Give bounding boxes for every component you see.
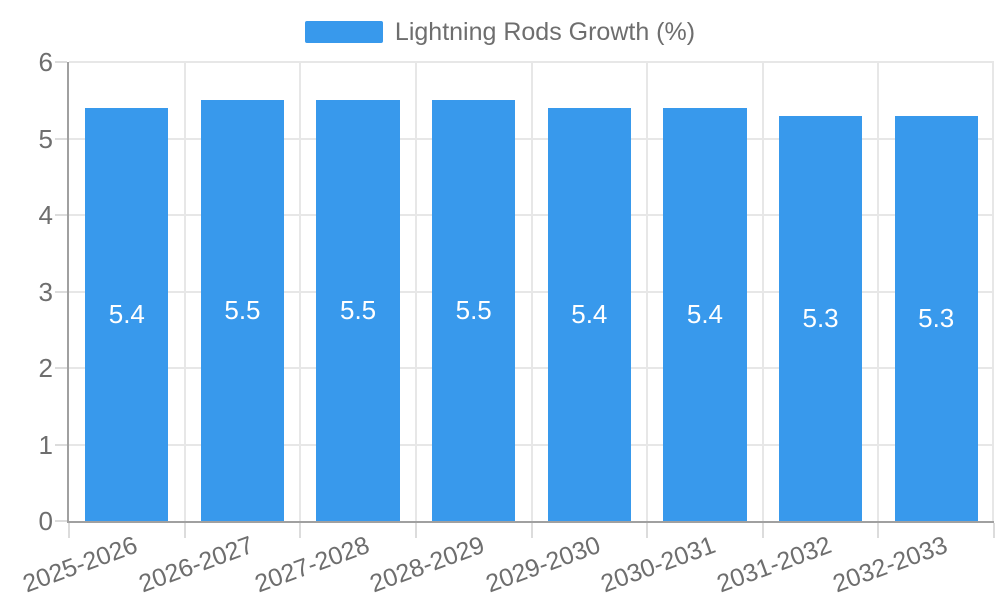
x-axis-tick-label: 2030-2031 (597, 531, 720, 599)
bar[interactable]: 5.5 (316, 100, 400, 521)
x-axis-tick-label: 2027-2028 (250, 531, 373, 599)
x-gridline (414, 62, 417, 521)
x-axis-tick-mark (761, 523, 764, 538)
bar-value-label: 5.3 (918, 302, 955, 333)
x-axis-tick-mark (530, 523, 533, 538)
x-axis-tick-label: 2026-2027 (135, 531, 258, 599)
y-axis-tick-label: 1 (38, 429, 53, 460)
bar-value-label: 5.3 (802, 302, 839, 333)
x-axis-tick-mark (646, 523, 649, 538)
x-gridline (299, 62, 302, 521)
bar[interactable]: 5.3 (894, 115, 978, 521)
plot-area: 5.4 5.5 5.5 5.5 5.4 5.4 5.3 5.3 (67, 61, 994, 523)
legend-swatch (304, 21, 383, 43)
bar-value-label: 5.5 (224, 295, 261, 326)
x-axis-tick-label: 2029-2030 (481, 531, 604, 599)
y-axis-tick-label: 3 (38, 276, 53, 307)
x-axis-tick-label: 2031-2032 (713, 531, 836, 599)
bar[interactable]: 5.3 (778, 115, 863, 521)
y-axis-tick-label: 6 (38, 47, 53, 77)
y-axis-tick-mark (55, 61, 67, 63)
x-axis-tick-mark (68, 523, 70, 538)
bar[interactable]: 5.5 (200, 100, 285, 521)
bar[interactable]: 5.4 (547, 107, 631, 521)
x-gridline (183, 62, 186, 521)
bar-value-label: 5.4 (686, 298, 724, 329)
y-axis-tick-mark (55, 367, 67, 369)
y-axis-tick-label: 0 (38, 506, 53, 536)
y-axis-tick-mark (55, 137, 67, 140)
x-axis-tick-mark (414, 523, 417, 538)
bar[interactable]: 5.5 (432, 100, 516, 521)
bar[interactable]: 5.4 (85, 107, 169, 521)
x-gridline (761, 62, 764, 521)
y-axis-tick-label: 5 (38, 123, 53, 154)
y-axis-tick-mark (55, 443, 67, 446)
bar-value-label: 5.4 (108, 298, 145, 329)
legend-item[interactable]: Lightning Rods Growth (%) (304, 17, 696, 47)
bar-value-label: 5.5 (339, 295, 377, 326)
x-axis-tick-mark (183, 523, 186, 538)
bar-value-label: 5.4 (571, 298, 608, 329)
x-axis-tick-mark (993, 523, 995, 538)
y-axis-tick-label: 4 (38, 200, 53, 230)
bar[interactable]: 5.4 (663, 107, 747, 521)
x-gridline (877, 62, 880, 521)
x-axis-tick-label: 2032-2033 (828, 531, 951, 599)
x-gridline (992, 62, 994, 521)
x-axis-tick-mark (877, 523, 880, 538)
y-axis-tick-label: 2 (38, 353, 53, 383)
x-gridline (646, 62, 649, 521)
legend-label: Lightning Rods Growth (%) (394, 17, 696, 46)
y-axis-tick-mark (55, 520, 67, 522)
x-axis-tick-label: 2028-2029 (366, 531, 489, 599)
y-axis-tick-mark (55, 214, 67, 216)
bar-value-label: 5.5 (455, 295, 492, 326)
x-gridline (530, 62, 533, 521)
legend: Lightning Rods Growth (%) (0, 14, 1000, 50)
y-axis-tick-mark (55, 290, 67, 293)
x-axis-tick-mark (299, 523, 302, 538)
x-axis-tick-label: 2025-2026 (19, 531, 142, 599)
